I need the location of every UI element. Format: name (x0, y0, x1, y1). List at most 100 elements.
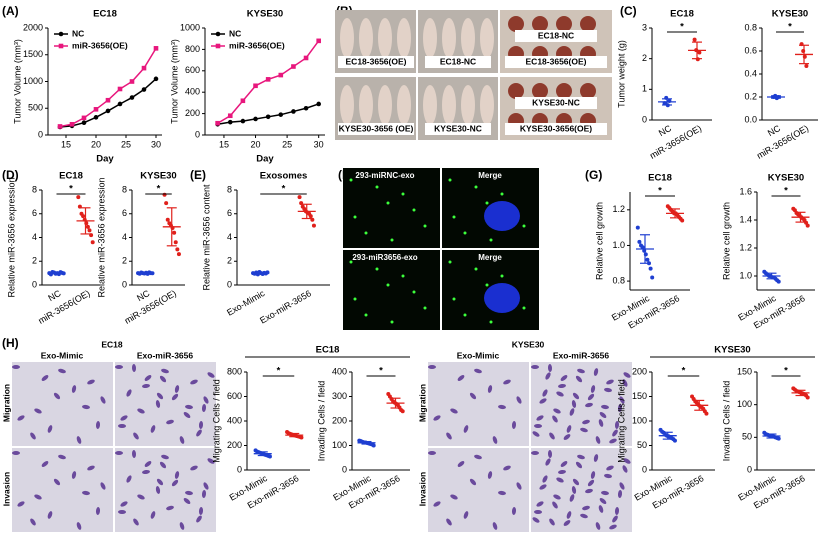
cell (587, 393, 595, 401)
cell (185, 404, 193, 410)
point (253, 83, 258, 89)
cell (115, 451, 123, 455)
cell (582, 505, 590, 511)
cell (531, 365, 539, 369)
y-tick-label: 0.8 (612, 275, 625, 285)
cell (12, 365, 20, 369)
mouse (378, 18, 392, 58)
y-tick-label: 400 (185, 87, 200, 97)
cell (118, 509, 126, 515)
significance-label: * (379, 366, 383, 377)
cell (614, 507, 620, 515)
cell (159, 461, 167, 469)
cell (536, 415, 544, 421)
micrograph (428, 362, 529, 446)
dot (801, 49, 806, 53)
cell (498, 404, 506, 410)
cell (133, 432, 139, 440)
cell (580, 427, 588, 433)
y-tick-label: 300 (332, 391, 347, 401)
y-tick-label: 0.0 (744, 114, 757, 124)
y-axis-label: Migrating Cells / field (616, 379, 626, 463)
point (265, 77, 271, 82)
photo-label: EC18-3656(OE) (526, 56, 587, 66)
cell (622, 379, 628, 387)
cell (563, 520, 571, 526)
dot (692, 37, 697, 42)
spot (349, 260, 353, 264)
dot (637, 239, 642, 244)
x-axis-label: Day (96, 154, 114, 165)
cell (598, 505, 604, 513)
dot (87, 228, 92, 233)
cell (547, 364, 553, 372)
cell (552, 501, 558, 509)
spot (500, 192, 504, 196)
mouse (397, 18, 411, 58)
cell (587, 479, 595, 487)
y-tick-label: 50 (637, 440, 647, 450)
y-tick-label: 0 (195, 129, 200, 139)
x-tick-label: 20 (251, 139, 261, 149)
cell (598, 419, 604, 427)
cell (17, 501, 25, 507)
point (303, 55, 309, 61)
point (93, 107, 99, 112)
y-tick-label: 0 (642, 114, 647, 124)
dot (76, 195, 81, 200)
point (227, 113, 233, 119)
cell (203, 396, 209, 404)
point (141, 65, 147, 71)
point (278, 72, 284, 78)
cell (144, 375, 152, 381)
cell (171, 479, 179, 487)
cell (474, 454, 482, 460)
cell (606, 379, 614, 385)
mouse (480, 18, 494, 58)
x-tick-label: 30 (151, 139, 161, 149)
cell (532, 431, 540, 437)
photo-label: EC18-NC (538, 30, 574, 40)
point (117, 86, 123, 92)
point (153, 76, 159, 82)
series-line (217, 103, 319, 126)
cell (599, 498, 607, 504)
dot (805, 395, 810, 400)
dot (802, 54, 807, 59)
cell (563, 434, 571, 440)
cell (179, 436, 185, 444)
y-tick-label: 100 (737, 399, 752, 409)
chart-title: EC18 (59, 171, 83, 182)
photo-label: Merge (478, 253, 502, 262)
dot (267, 454, 272, 459)
dot (776, 279, 781, 284)
mouse (397, 85, 411, 125)
legend-marker (215, 43, 221, 49)
cell (569, 408, 575, 416)
cell (492, 436, 498, 444)
cell (539, 398, 547, 404)
y-tick-label: 200 (185, 108, 200, 118)
cell (556, 477, 564, 483)
dot (695, 57, 700, 62)
y-tick-label: 200 (632, 366, 647, 376)
spot (401, 274, 405, 278)
y-tick-label: 1.6 (739, 186, 752, 196)
x-tick-label: miR-3656(OE) (755, 123, 810, 161)
dot (645, 257, 650, 262)
photo-label: 293-miR3656-exo (352, 253, 417, 262)
y-tick-label: 150 (737, 366, 752, 376)
mouse (480, 85, 494, 125)
spot (423, 224, 427, 228)
cell (549, 518, 555, 526)
photo-title: KYSE30 (512, 339, 545, 349)
cell (190, 379, 198, 385)
cell (100, 482, 106, 490)
cell (198, 507, 204, 515)
point (240, 118, 246, 124)
cell (156, 478, 164, 486)
cell (446, 432, 452, 440)
point (291, 109, 296, 114)
dot (643, 252, 648, 257)
cell (428, 451, 436, 455)
